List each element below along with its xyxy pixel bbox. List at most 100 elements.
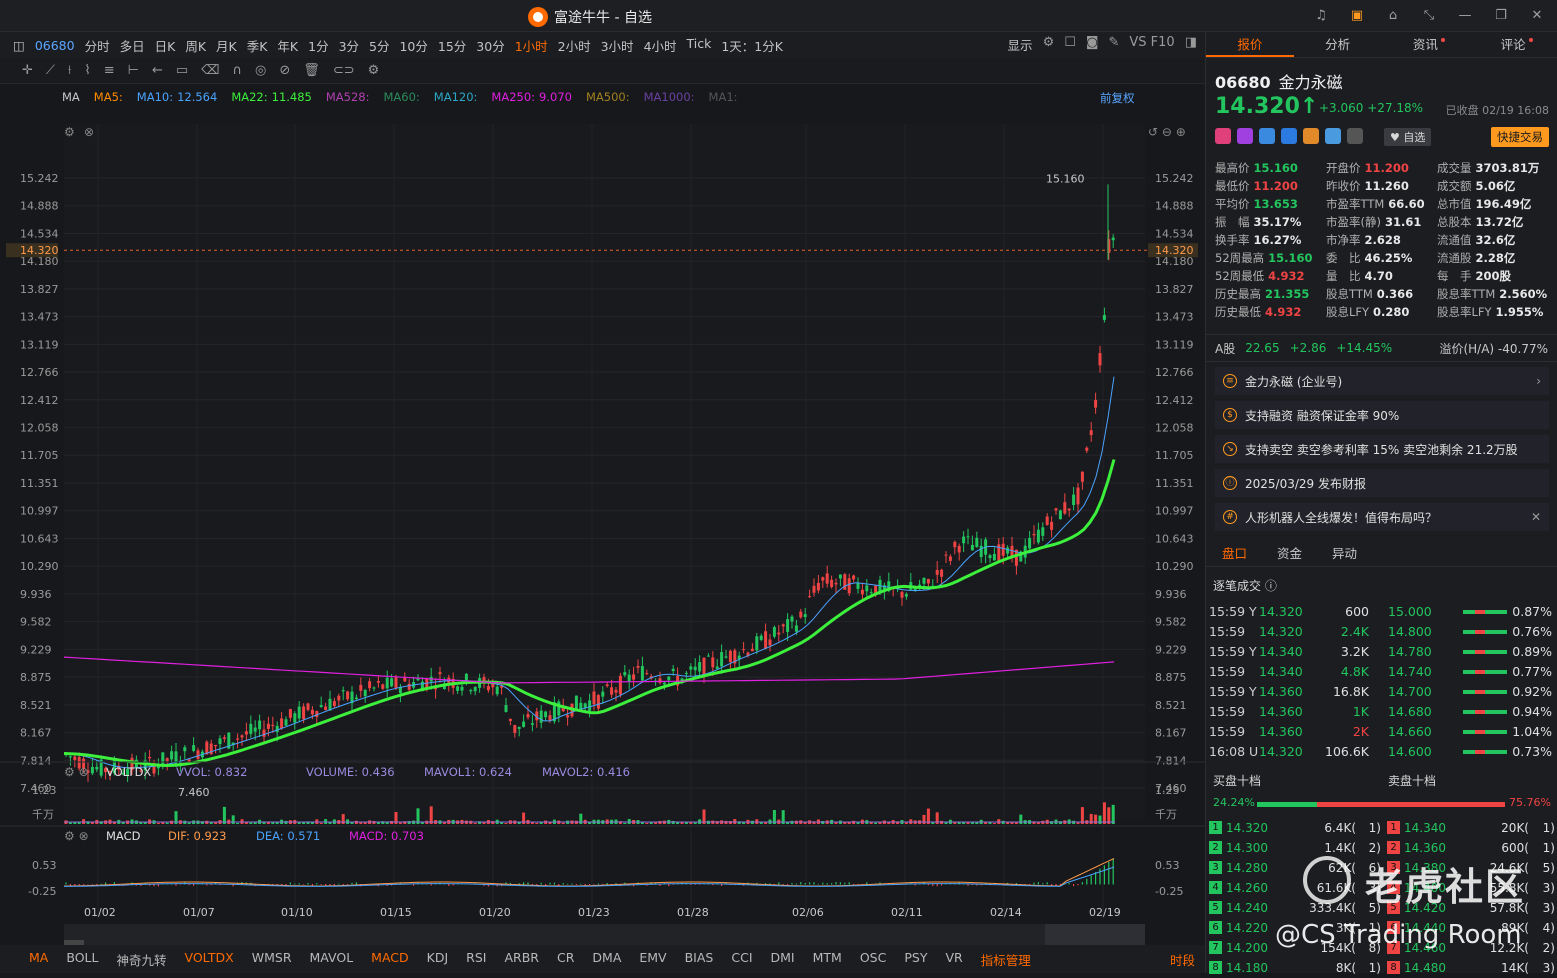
kline-chart[interactable]: 15.242 15.242 14.888 14.888 14.534 14.534 14.1… (0, 84, 1205, 945)
period-tab[interactable]: 15分 (437, 38, 467, 54)
vs-f10-button[interactable]: VS F10 (1129, 35, 1175, 50)
indicator-tab[interactable]: 神奇九转 (116, 952, 167, 968)
notice-item[interactable]: ⓘ 2025/03/29 发布财报 (1215, 469, 1549, 497)
period-tab[interactable]: 年K (277, 38, 299, 54)
settings-icon[interactable]: ⚙ (367, 63, 380, 78)
stock-code[interactable]: 06680 (34, 37, 75, 53)
indicator-tab[interactable]: MA (29, 949, 49, 965)
right-tab[interactable]: 报价 (1206, 32, 1294, 57)
layout-icon[interactable]: ◫ (13, 37, 25, 53)
settings-icon[interactable]: ⚙ ⊗ (64, 829, 89, 843)
notice-item[interactable]: # 人形机器人全线爆发！值得布局吗？ ✕ (1215, 503, 1549, 531)
right-tab[interactable]: 评论 (1469, 32, 1557, 57)
indicator-tab[interactable]: BOLL (66, 949, 99, 965)
period-tab[interactable]: 1小时 (514, 38, 548, 54)
indicator-tab[interactable]: PSY (904, 949, 928, 965)
note-icon[interactable] (1347, 128, 1363, 144)
notice-item[interactable]: $ 支持融资 融资保证金率 90% (1215, 401, 1549, 429)
indicator-tab[interactable]: DMI (770, 949, 795, 965)
period-tab[interactable]: 3小时 (600, 38, 634, 54)
period-tab[interactable]: 4小时 (643, 38, 677, 54)
tag-icon[interactable] (1325, 128, 1341, 144)
ma-label[interactable]: MA (62, 90, 80, 104)
reset-icon[interactable]: ↺ ⊖ ⊕ (1148, 125, 1186, 139)
dollar-icon[interactable] (1281, 128, 1297, 144)
indicator-tab[interactable]: EMV (639, 949, 667, 965)
line-tool-icon[interactable]: ⟋ (45, 63, 56, 78)
period-tab[interactable]: 2小时 (557, 38, 591, 54)
display-menu[interactable]: 显示 (1007, 38, 1033, 53)
short-icon[interactable] (1259, 128, 1275, 144)
macd-name[interactable]: MACD (106, 829, 141, 843)
close-icon[interactable]: ✕ (1530, 510, 1541, 524)
period-tab[interactable]: 多日 (119, 38, 145, 54)
period-tab[interactable]: Tick (686, 35, 712, 51)
indicator-tab[interactable]: MTM (812, 949, 842, 965)
comment-tool-icon[interactable]: ▭ (175, 63, 189, 78)
period-tab[interactable]: 5分 (369, 38, 390, 54)
channel-tool-icon[interactable]: ≡ (103, 63, 115, 78)
indicator-tab[interactable]: CR (556, 949, 575, 965)
panel-tab[interactable]: 异动 (1332, 546, 1358, 561)
indicator-tab[interactable]: CCI (731, 949, 753, 965)
lock-icon[interactable]: ▣ (1350, 8, 1364, 23)
navigator-handle[interactable] (64, 940, 84, 945)
indicator-tab[interactable]: MACD (371, 949, 409, 965)
ray-tool-icon[interactable]: ⟊ (68, 63, 72, 78)
quick-trade-button[interactable]: 快捷交易 (1491, 127, 1549, 147)
shirt-icon[interactable]: ⌂ (1388, 8, 1398, 23)
indicator-tab[interactable]: DMA (592, 949, 622, 965)
navigator-window[interactable] (1045, 924, 1145, 945)
options-icon[interactable] (1237, 128, 1253, 144)
panel-tab[interactable]: 盘口 (1222, 546, 1248, 561)
volume-name[interactable]: VOLTDX (106, 765, 151, 779)
watchlist-button[interactable]: ♥ 自选 (1384, 128, 1432, 146)
indicator-tab[interactable]: VR (945, 949, 963, 965)
eye-icon[interactable]: ◎ (255, 63, 267, 78)
indicator-tab[interactable]: KDJ (426, 949, 449, 965)
trash-icon[interactable]: 🗑 (303, 63, 320, 78)
period-tab[interactable]: 10分 (399, 38, 428, 54)
period-tab[interactable]: 1分 (308, 38, 329, 54)
period-tab[interactable]: 1天：1分K (721, 38, 783, 54)
square-icon[interactable]: ☐ (1064, 35, 1076, 50)
session-button[interactable]: 时段 (1169, 952, 1195, 968)
hide-icon[interactable]: ⊘ (279, 63, 291, 78)
period-tab[interactable]: 季K (246, 38, 268, 54)
indicator-tab[interactable]: BIAS (684, 949, 714, 965)
gear-icon[interactable]: ⚙ (1042, 35, 1055, 50)
link-icon[interactable]: ⊂⊃ (332, 63, 355, 78)
indicator-tab[interactable]: 指标管理 (980, 952, 1031, 968)
adjust-mode[interactable]: 前复权 (1100, 91, 1135, 105)
close-icon[interactable]: ⊗ (84, 125, 94, 139)
period-tab[interactable]: 日K (154, 38, 176, 54)
collapse-icon[interactable]: ⤡ (1423, 8, 1435, 23)
indicator-tab[interactable]: MAVOL (309, 949, 354, 965)
range-navigator[interactable] (64, 924, 1145, 945)
period-tab[interactable]: 周K (185, 38, 207, 54)
period-tab[interactable]: 30分 (476, 38, 505, 54)
indicator-tab[interactable]: ARBR (504, 949, 539, 965)
pen-icon[interactable]: ✎ (1108, 35, 1120, 50)
crosshair-icon[interactable]: ✛ (22, 63, 33, 78)
close-icon[interactable]: ✕ (1531, 8, 1543, 23)
period-tab[interactable]: 3分 (338, 38, 360, 54)
panel-tab[interactable]: 资金 (1277, 546, 1303, 561)
indicator-tab[interactable]: VOLTDX (184, 949, 234, 965)
restore-icon[interactable]: ❐ (1495, 8, 1507, 23)
right-tab[interactable]: 资讯 (1382, 32, 1470, 57)
indicator-tab[interactable]: WMSR (251, 949, 292, 965)
right-tab[interactable]: 分析 (1325, 37, 1351, 52)
period-tab[interactable]: 分时 (84, 38, 110, 54)
a-share-row[interactable]: A股 22.65 +2.86 +14.45% 溢价(H/A) -40.77% (1206, 334, 1557, 362)
magnet-icon[interactable]: ∩ (232, 63, 243, 78)
settings-icon[interactable]: ⚙ ⊗ (64, 765, 89, 779)
panel-toggle-icon[interactable]: ◨ (1184, 35, 1197, 50)
notice-item[interactable]: ↘ 支持卖空 卖空参考利率 15% 卖空池剩余 21.2万股 (1215, 435, 1549, 463)
minimize-icon[interactable]: — (1458, 8, 1472, 23)
hk-connect-icon[interactable] (1215, 128, 1231, 144)
period-tab[interactable]: 月K (216, 38, 237, 54)
indicator-tab[interactable]: RSI (466, 949, 487, 965)
notice-item[interactable]: ≡ 金力永磁 (企业号) › (1215, 367, 1549, 395)
headset-icon[interactable]: ♫ (1315, 8, 1327, 23)
